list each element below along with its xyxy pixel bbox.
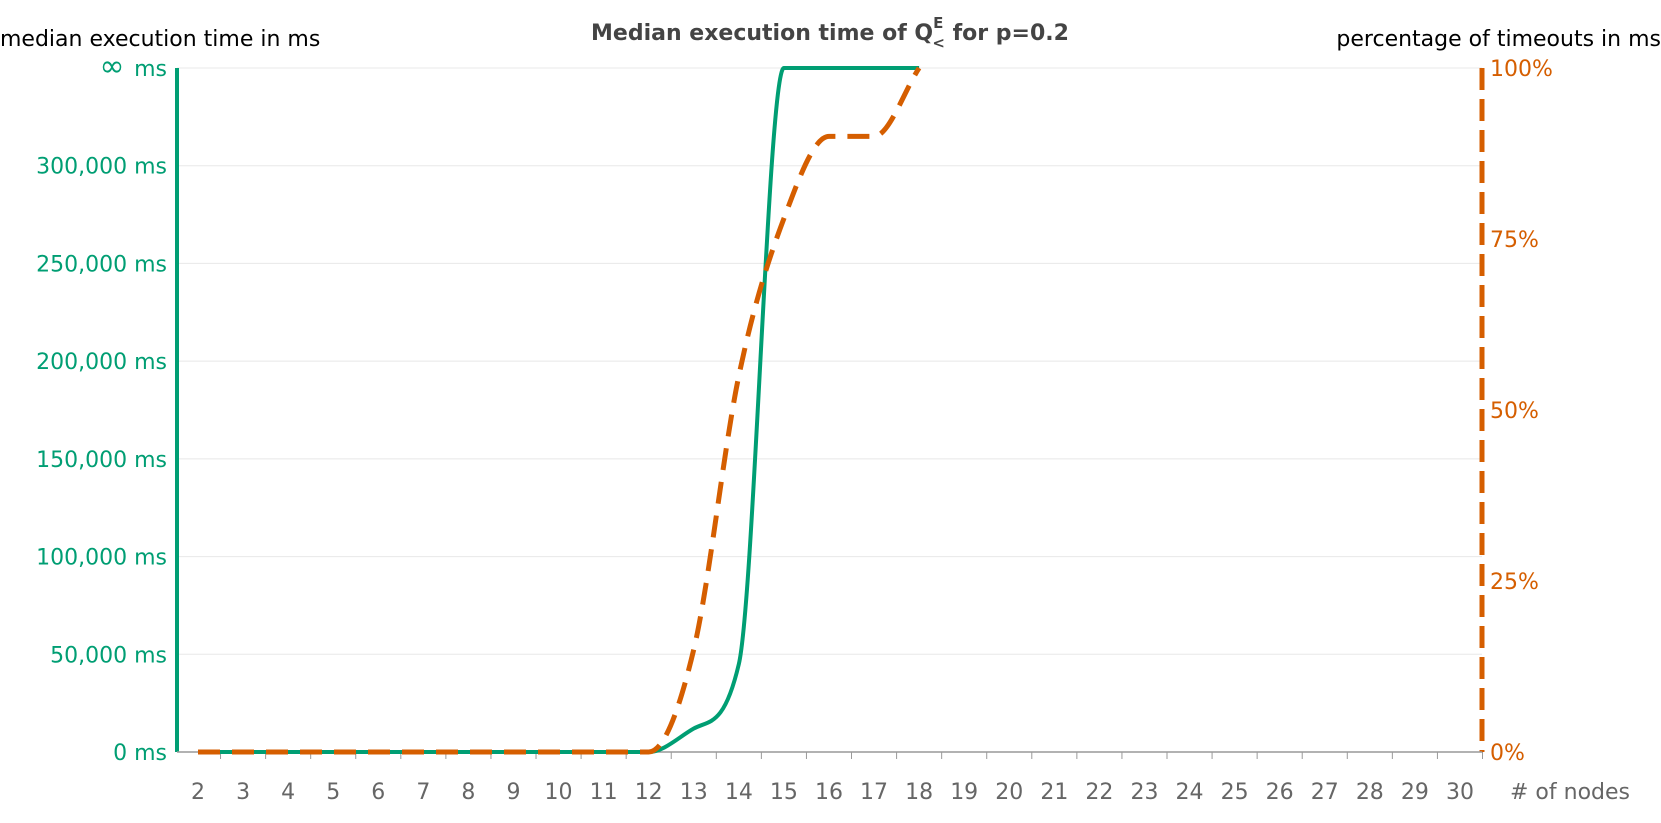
left-tick-label: 100,000 ms <box>36 546 167 571</box>
x-tick-label: 9 <box>506 780 520 805</box>
x-tick-label: 27 <box>1311 780 1339 805</box>
right-axis: 0% 25% 50% 75% 100% <box>1479 57 1553 766</box>
x-tick-label: 24 <box>1176 780 1204 805</box>
left-tick-label-infinity: ∞ ms <box>100 49 167 84</box>
x-tick-label: 19 <box>950 780 978 805</box>
x-tick-label: 12 <box>635 780 663 805</box>
x-tick-label: 20 <box>995 780 1023 805</box>
x-tick-label: 22 <box>1085 780 1113 805</box>
x-tick-label: 17 <box>860 780 888 805</box>
left-tick-label: 0 ms <box>113 741 167 766</box>
x-tick-label: 30 <box>1446 780 1474 805</box>
grid-lines <box>177 67 1482 753</box>
x-tick-label: 11 <box>590 780 618 805</box>
right-tick-label: 25% <box>1490 570 1539 595</box>
x-tick-label: 7 <box>416 780 430 805</box>
x-tick-label: 21 <box>1040 780 1068 805</box>
x-tick-label: 23 <box>1130 780 1158 805</box>
x-tick-label: 6 <box>371 780 385 805</box>
x-tick-label: 5 <box>326 780 340 805</box>
left-tick-label: 200,000 ms <box>36 350 167 375</box>
series-line-timeouts <box>198 66 922 755</box>
x-tick-label: 26 <box>1266 780 1294 805</box>
x-tick-label: 4 <box>281 780 295 805</box>
x-tick-label: 28 <box>1356 780 1384 805</box>
x-tick-label: 15 <box>770 780 798 805</box>
left-tick-label: 150,000 ms <box>36 448 167 473</box>
x-tick-label: 18 <box>905 780 933 805</box>
x-tick-label: 3 <box>236 780 250 805</box>
right-tick-label: 50% <box>1490 399 1539 424</box>
x-tick-label: 2 <box>191 780 205 805</box>
right-tick-label: 75% <box>1490 228 1539 253</box>
left-tick-label: 50,000 ms <box>50 643 167 668</box>
x-tick-label: 14 <box>725 780 753 805</box>
left-axis: 0 ms 50,000 ms 100,000 ms 150,000 ms 200,000… <box>36 49 179 766</box>
left-axis-title: median execution time in ms <box>0 27 320 52</box>
right-axis-title: percentage of timeouts in ms <box>1336 27 1661 52</box>
x-tick-label: 16 <box>815 780 843 805</box>
series-line-median-time <box>198 66 920 754</box>
left-tick-label: 300,000 ms <box>36 155 167 180</box>
x-tick-label: 29 <box>1401 780 1429 805</box>
x-tick-label: 10 <box>545 780 573 805</box>
x-tick-label: 8 <box>461 780 475 805</box>
chart-title: Median execution time of QE < for p=0.2 <box>591 14 1069 52</box>
x-axis-title: # of nodes <box>1510 780 1630 805</box>
right-tick-label: 100% <box>1490 57 1553 82</box>
right-tick-label: 0% <box>1490 741 1525 766</box>
left-tick-label: 250,000 ms <box>36 252 167 277</box>
x-tick-label: 25 <box>1221 780 1249 805</box>
x-tick-label: 13 <box>680 780 708 805</box>
series-layer <box>198 66 922 755</box>
x-axis: 2 3 4 5 6 7 8 9 10 11 12 13 14 15 16 17 18 19 20 21 22 23 24 25… <box>177 751 1483 805</box>
